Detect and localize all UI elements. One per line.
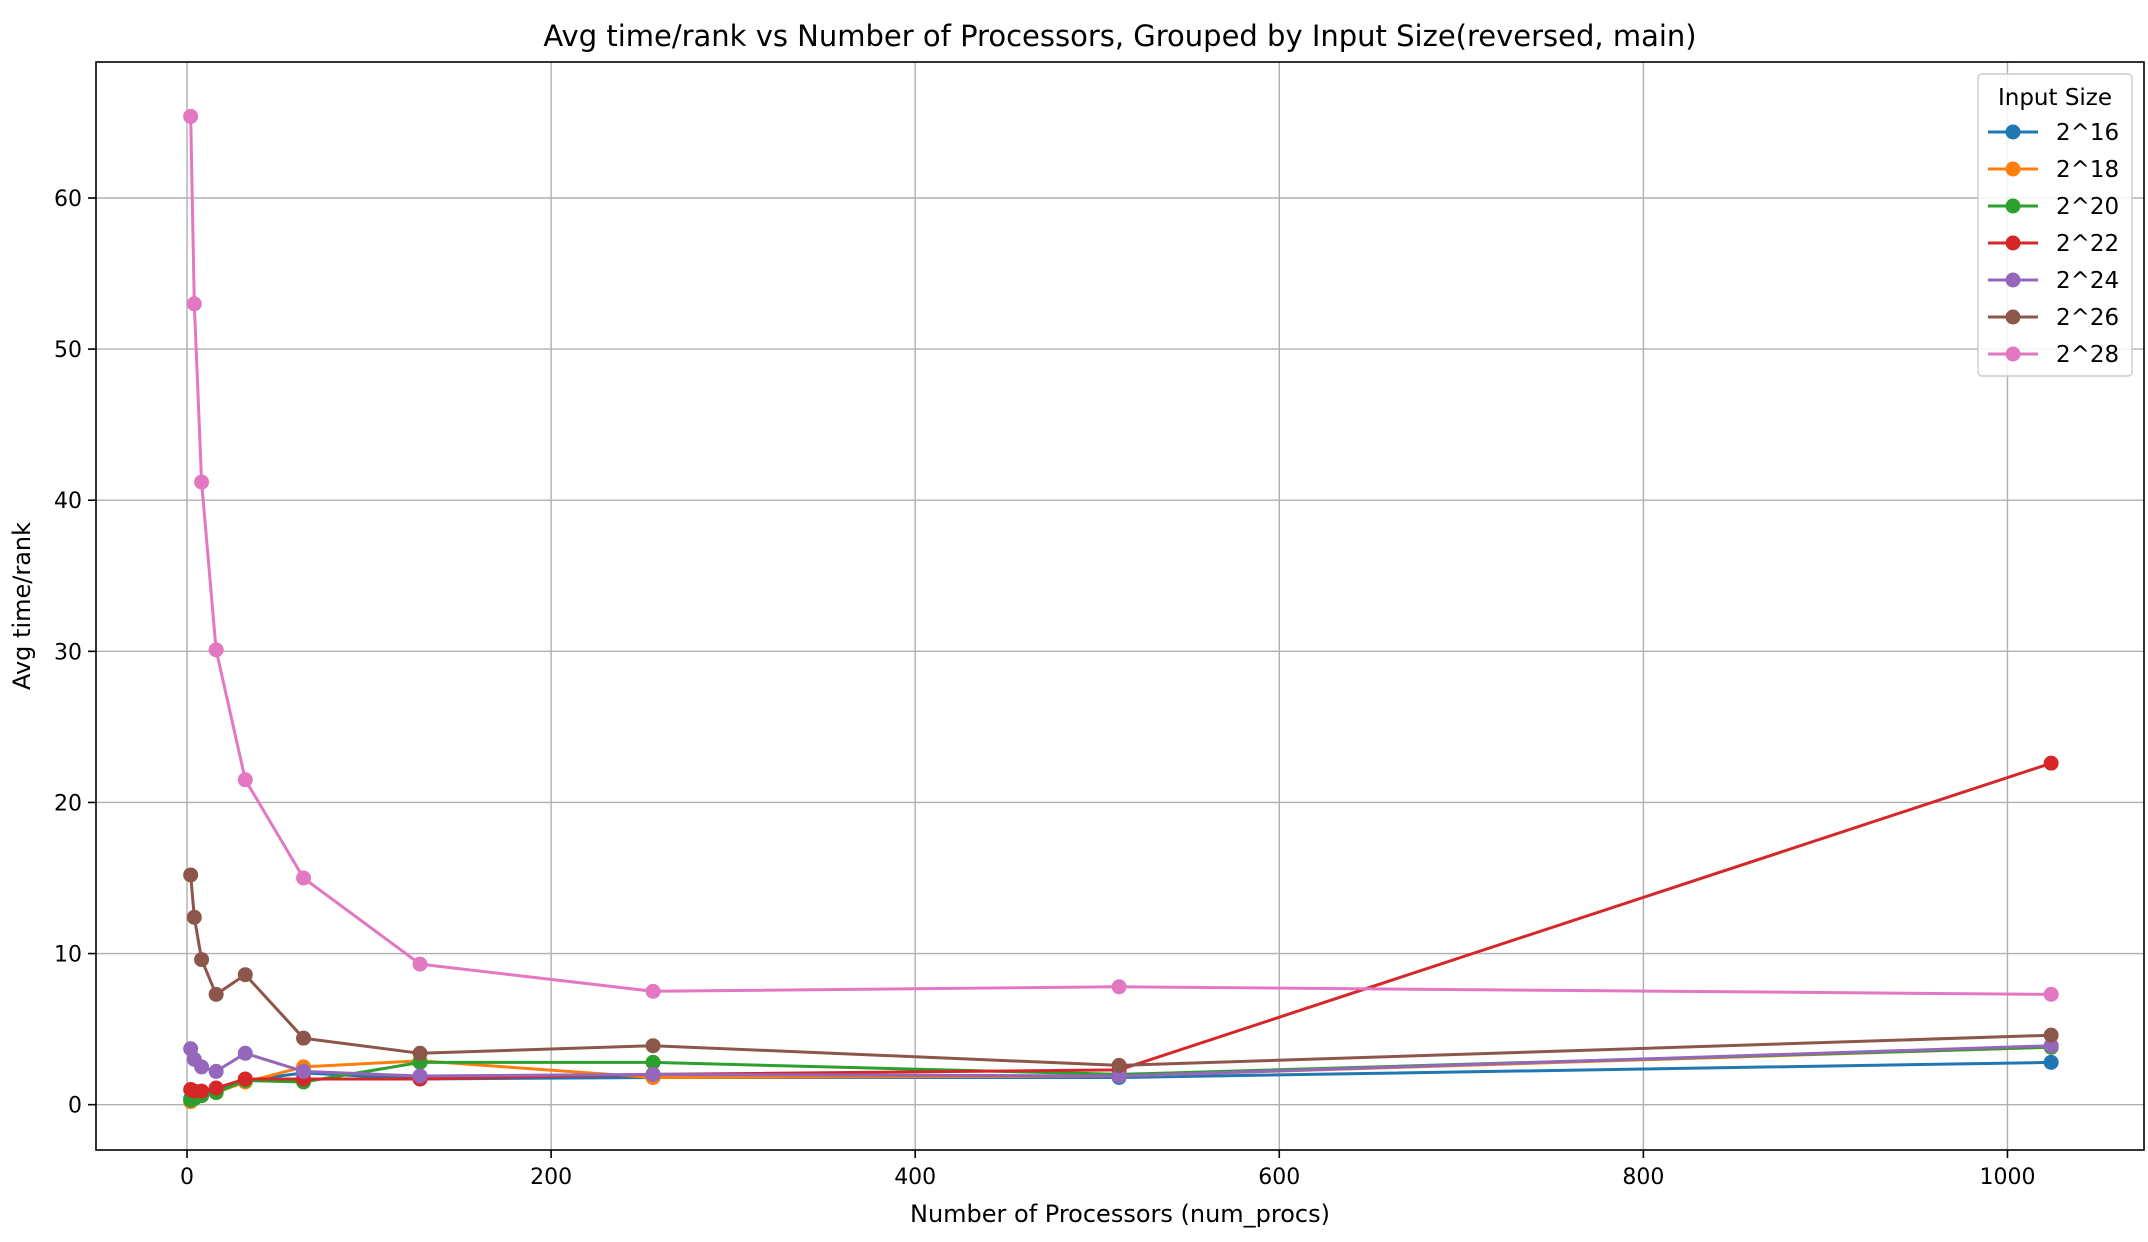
series-2-24 [183,1038,2059,1084]
data-point [2043,1027,2059,1043]
x-tick-label: 800 [1622,1165,1664,1190]
data-point [1111,979,1127,995]
series-layer [183,108,2059,1110]
x-tick-label: 200 [530,1165,572,1190]
series-2-28 [183,108,2059,1002]
x-tick-label: 400 [894,1165,936,1190]
legend-item: 2^26 [1988,305,2119,331]
legend: Input Size 2^16 2^18 2^20 2^22 2^24 2^26 2^28 [1977,73,2133,377]
data-point [645,1038,661,1054]
data-point [645,1054,661,1070]
legend-box [1977,73,2133,377]
data-point [412,956,428,972]
x-tick-label: 0 [180,1165,194,1190]
legend-swatch-marker [2005,309,2021,325]
legend-label: 2^18 [2056,157,2119,183]
data-point [208,986,224,1002]
y-tick-label: 10 [54,943,82,968]
data-point [208,642,224,658]
data-point [237,967,253,983]
data-point [186,909,202,925]
legend-label: 2^22 [2056,231,2119,257]
data-point [194,474,210,490]
data-point [194,952,210,968]
y-axis-label: Avg time/rank [8,522,36,690]
legend-label: 2^26 [2056,305,2119,331]
series-2-22 [183,755,2059,1099]
chart-title: Avg time/rank vs Number of Processors, G… [543,19,1696,53]
data-point [194,1059,210,1075]
legend-swatch-marker [2005,346,2021,362]
data-point [412,1068,428,1084]
x-tick-label: 1000 [1979,1165,2035,1190]
legend-swatch-marker [2005,198,2021,214]
data-point [1111,1068,1127,1084]
data-point [194,1083,210,1099]
data-point [183,108,199,124]
data-point [183,867,199,883]
axis-ticks: 0 200 400 600 800 1000 0 10 20 30 40 50 60 [54,187,2035,1190]
y-tick-label: 50 [54,338,82,363]
series-2-26 [183,867,2059,1073]
data-point [237,1045,253,1061]
legend-swatch-marker [2005,235,2021,251]
y-tick-label: 30 [54,640,82,665]
data-point [186,296,202,312]
legend-swatch-marker [2005,161,2021,177]
series-line [189,874,2052,1067]
legend-label: 2^24 [2056,268,2119,294]
y-tick-label: 40 [54,489,82,514]
data-point [2043,986,2059,1002]
data-point [208,1080,224,1096]
data-point [412,1045,428,1061]
data-point [296,1030,312,1046]
legend-swatch-marker [2005,124,2021,140]
data-point [2043,1038,2059,1054]
data-point [237,772,253,788]
data-point [1111,1057,1127,1073]
data-point [645,983,661,999]
legend-item: 2^18 [1988,157,2119,183]
legend-item: 2^24 [1988,268,2119,294]
data-point [208,1063,224,1079]
legend-items: 2^16 2^18 2^20 2^22 2^24 2^26 2^28 [1988,120,2119,368]
data-point [645,1066,661,1082]
legend-item: 2^16 [1988,120,2119,146]
legend-label: 2^20 [2056,194,2119,220]
series-line [189,116,2052,996]
plot-frame [95,61,2145,1151]
data-point [237,1071,253,1087]
data-point [296,870,312,886]
legend-item: 2^20 [1988,194,2119,220]
data-point [2043,755,2059,771]
x-axis-label: Number of Processors (num_procs) [910,1200,1330,1228]
y-tick-label: 60 [54,187,82,212]
series-line [190,761,2052,1093]
legend-item: 2^22 [1988,231,2119,257]
legend-label: 2^16 [2056,120,2119,146]
x-tick-label: 600 [1258,1165,1300,1190]
legend-swatch-marker [2005,272,2021,288]
legend-title: Input Size [1998,85,2112,111]
data-point [296,1063,312,1079]
y-tick-label: 0 [68,1094,82,1119]
y-tick-label: 20 [54,791,82,816]
legend-label: 2^28 [2056,342,2119,368]
legend-item: 2^28 [1988,342,2119,368]
data-point [2043,1054,2059,1070]
